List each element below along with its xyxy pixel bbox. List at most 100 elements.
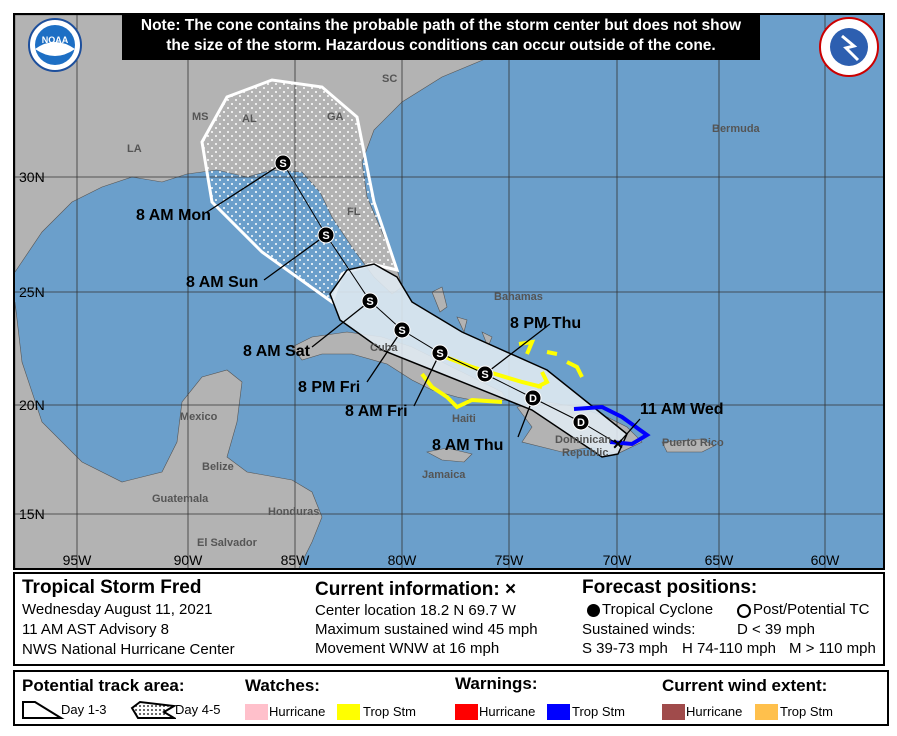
forecast-intensity-letter: S	[436, 348, 443, 360]
day-4-5-label: Day 4-5	[175, 702, 221, 717]
place-label: SC	[382, 73, 397, 85]
place-label: Bahamas	[494, 291, 543, 303]
lat-label: 15N	[19, 506, 45, 522]
forecast-point-icon	[393, 321, 411, 339]
trop-storm-watch-label: Trop Stm	[363, 704, 416, 719]
forecast-time-label: 8 PM Fri	[298, 379, 360, 396]
axis-labels: 95W 90W 85W 80W 75W 70W 65W 60W 30N 25N 20N 15N	[19, 169, 840, 568]
current-position-x-icon: ×	[613, 434, 624, 454]
track-heading: Potential track area:	[22, 676, 185, 695]
place-label: GA	[327, 111, 344, 123]
leader-line	[617, 418, 641, 445]
tropical-cyclone-symbol	[587, 604, 600, 617]
post-tc-symbol	[737, 604, 751, 618]
bahamas	[431, 286, 493, 348]
lon-label: 90W	[174, 552, 204, 568]
lat-label: 30N	[19, 169, 45, 185]
warnings-heading: Warnings:	[455, 674, 538, 693]
day-1-3-icon	[22, 701, 65, 719]
lon-label: 75W	[495, 552, 525, 568]
lon-label: 70W	[603, 552, 633, 568]
forecast-track: 11 AM Wed × D 8 AM Thu D 8 PM Thu S 8 AM Fri S 8 …	[136, 154, 724, 454]
legend-panel: Potential track area: Day 1-3 Day 4-5 Wa…	[13, 670, 889, 726]
leader-line	[413, 352, 441, 407]
forecast-point-icon	[274, 154, 292, 172]
leader-line	[366, 329, 403, 383]
center-location: Center location 18.2 N 69.7 W	[315, 602, 516, 619]
tc-label: Tropical Cyclone	[602, 601, 714, 618]
current-info-heading: Current information: ×	[315, 579, 517, 600]
place-label: LA	[127, 143, 142, 155]
lat-label: 25N	[19, 284, 45, 300]
forecast-time-label: 8 AM Fri	[345, 403, 408, 420]
forecast-intensity-letter: S	[481, 369, 488, 381]
leader-line	[206, 162, 284, 213]
puerto-rico	[661, 438, 715, 453]
place-label: Haiti	[452, 413, 476, 425]
place-label: AL	[242, 113, 257, 125]
lon-label: 85W	[281, 552, 311, 568]
forecast-intensity-letter: S	[398, 325, 405, 337]
trop-storm-watch-cuba	[420, 350, 543, 410]
forecast-time-label: 8 PM Thu	[510, 315, 581, 332]
mexico-central-america	[15, 301, 323, 568]
place-label: Jamaica	[422, 469, 466, 481]
leader-line	[311, 300, 371, 348]
lat-label: 20N	[19, 397, 45, 413]
wind-extent-heading: Current wind extent:	[662, 676, 828, 695]
trop-storm-watch-bahamas	[518, 339, 584, 389]
agency: NWS National Hurricane Center	[22, 641, 235, 658]
cone-day-1-3	[329, 263, 628, 458]
map: 11 AM Wed × D 8 AM Thu D 8 PM Thu S 8 AM Fri S 8 …	[13, 13, 885, 570]
forecast-point-icon	[361, 292, 379, 310]
forecast-intensity-letter: D	[577, 417, 585, 429]
movement: Movement WNW at 16 mph	[315, 640, 500, 657]
hurricane-watch-swatch	[245, 704, 268, 720]
hurricane-wind-label: Hurricane	[686, 704, 743, 719]
nws-logo	[819, 17, 879, 77]
depression-key: D < 39 mph	[737, 621, 815, 638]
forecast-intensity-letter: S	[322, 230, 329, 242]
hurricane-key: H 74-110 mph	[682, 640, 776, 657]
forecast-point-icon	[431, 344, 449, 362]
place-label: El Salvador	[197, 537, 258, 549]
place-label: Bermuda	[712, 123, 761, 135]
advisory-number: 11 AM AST Advisory 8	[22, 621, 170, 638]
place-label: Dominican	[555, 434, 612, 446]
trop-storm-watch-swatch	[337, 704, 360, 720]
forecast-intensity-letter: S	[279, 158, 286, 170]
forecast-time-label: 8 AM Mon	[136, 207, 211, 224]
max-wind: Maximum sustained wind 45 mph	[315, 621, 538, 638]
noaa-logo: NOAA	[28, 18, 82, 72]
cone-note: Note: The cone contains the probable pat…	[122, 13, 760, 60]
forecast-heading: Forecast positions:	[582, 577, 758, 598]
trop-storm-warning-swatch	[547, 704, 570, 720]
map-canvas: 11 AM Wed × D 8 AM Thu D 8 PM Thu S 8 AM Fri S 8 …	[15, 15, 883, 568]
storm-info-panel: Tropical Storm Fred Wednesday August 11,…	[13, 572, 885, 666]
jamaica	[426, 447, 473, 463]
day-4-5-icon	[130, 700, 176, 719]
forecast-time-label: 8 AM Sat	[243, 343, 311, 360]
place-label: Guatemala	[152, 493, 209, 505]
place-label: Republic	[562, 447, 608, 459]
hurricane-watch-label: Hurricane	[269, 704, 326, 719]
place-label: Belize	[202, 461, 234, 473]
trop-storm-wind-label: Trop Stm	[780, 704, 833, 719]
trop-storm-wind-swatch	[755, 704, 778, 720]
ptc-label: Post/Potential TC	[753, 601, 870, 618]
sustained-winds-label: Sustained winds:	[582, 621, 696, 638]
lon-label: 65W	[705, 552, 735, 568]
forecast-point-icon	[317, 226, 335, 244]
forecast-intensity-letter: D	[529, 393, 537, 405]
hurricane-warning-label: Hurricane	[479, 704, 536, 719]
lon-label: 95W	[63, 552, 93, 568]
place-label: Honduras	[268, 506, 319, 518]
forecast-point-icon	[524, 389, 542, 407]
forecast-time-label: 8 AM Thu	[432, 437, 503, 454]
trop-storm-warning-label: Trop Stm	[572, 704, 625, 719]
advisory-date: Wednesday August 11, 2021	[22, 601, 213, 618]
major-key: M > 110 mph	[789, 640, 876, 657]
note-line-1: Note: The cone contains the probable pat…	[140, 17, 742, 34]
place-label: MS	[192, 111, 209, 123]
